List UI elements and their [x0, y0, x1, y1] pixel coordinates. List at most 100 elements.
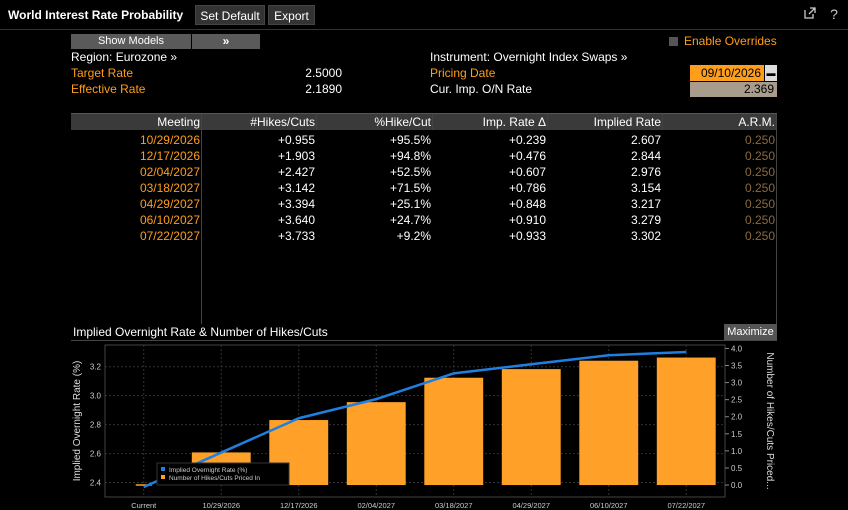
chart-header: Implied Overnight Rate & Number of Hikes…	[71, 324, 777, 340]
y-tick-label: 2.6	[90, 450, 102, 459]
col-header-pct[interactable]: %Hike/Cut	[374, 115, 431, 129]
cell-hikes: +3.394	[277, 197, 315, 211]
cell-arm: 0.250	[744, 229, 775, 243]
export-button[interactable]: Export	[268, 5, 315, 25]
table-header: Meeting #Hikes/Cuts %Hike/Cut Imp. Rate …	[71, 114, 777, 130]
hikes-bar	[656, 357, 716, 486]
cell-delta: +0.786	[508, 181, 546, 195]
cell-hikes: +2.427	[277, 165, 315, 179]
table-row[interactable]: 04/29/2027 +3.394 +25.1% +0.848 3.217 0.250	[71, 196, 777, 212]
cur-on-rate-input[interactable]: 2.369	[690, 82, 777, 97]
target-rate-label: Target Rate	[71, 66, 134, 80]
y2-tick-label: 3.0	[731, 379, 743, 388]
y2-tick-label: 4.0	[731, 344, 743, 353]
cell-meeting: 03/18/2027	[139, 181, 200, 195]
y-tick-label: 2.4	[90, 479, 102, 488]
meetings-table: Meeting #Hikes/Cuts %Hike/Cut Imp. Rate …	[71, 113, 777, 324]
cell-arm: 0.250	[744, 149, 775, 163]
hikes-bar	[346, 402, 406, 486]
hikes-bar	[424, 377, 484, 486]
table-row[interactable]: 07/22/2027 +3.733 +9.2% +0.933 3.302 0.250	[71, 228, 777, 244]
effective-rate-value: 2.1890	[305, 82, 342, 96]
title-bar: World Interest Rate Probability Set Defa…	[0, 0, 848, 30]
x-tick-label: 04/29/2027	[512, 501, 550, 510]
x-tick-label: 02/04/2027	[357, 501, 395, 510]
target-rate-value: 2.5000	[305, 66, 342, 80]
effective-rate-label: Effective Rate	[71, 82, 146, 96]
y-tick-label: 3.2	[90, 363, 102, 372]
instrument-selector[interactable]: Instrument: Overnight Index Swaps »	[430, 50, 628, 64]
cell-hikes: +3.733	[277, 229, 315, 243]
pricing-date-label: Pricing Date	[430, 66, 496, 80]
cell-pct: +95.5%	[389, 133, 431, 147]
cell-pct: +94.8%	[389, 149, 431, 163]
hikes-bar	[579, 360, 639, 486]
cell-arm: 0.250	[744, 181, 775, 195]
table-row[interactable]: 02/04/2027 +2.427 +52.5% +0.607 2.976 0.250	[71, 164, 777, 180]
cell-pct: +9.2%	[396, 229, 431, 243]
cell-hikes: +3.142	[277, 181, 315, 195]
legend-swatch-hikes	[161, 475, 165, 479]
column-divider	[662, 114, 663, 130]
cell-implied: 3.154	[630, 181, 661, 195]
column-divider	[316, 114, 317, 130]
cell-arm: 0.250	[744, 133, 775, 147]
set-default-button[interactable]: Set Default	[195, 5, 265, 25]
col-header-implied[interactable]: Implied Rate	[593, 115, 661, 129]
cell-hikes: +0.955	[277, 133, 315, 147]
cell-hikes: +1.903	[277, 149, 315, 163]
y2-tick-label: 1.5	[731, 430, 743, 439]
y2-tick-label: 0.5	[731, 464, 743, 473]
help-icon[interactable]: ?	[826, 6, 842, 22]
cell-delta: +0.933	[508, 229, 546, 243]
cell-delta: +0.848	[508, 197, 546, 211]
table-row[interactable]: 12/17/2026 +1.903 +94.8% +0.476 2.844 0.250	[71, 148, 777, 164]
enable-overrides-label[interactable]: Enable Overrides	[684, 34, 777, 48]
table-row[interactable]: 03/18/2027 +3.142 +71.5% +0.786 3.154 0.250	[71, 180, 777, 196]
col-header-hikes[interactable]: #Hikes/Cuts	[250, 115, 315, 129]
column-divider	[547, 114, 548, 130]
cell-implied: 2.976	[630, 165, 661, 179]
cell-meeting: 12/17/2026	[139, 149, 200, 163]
y-axis-title: Implied Overnight Rate (%)	[72, 361, 83, 482]
x-tick-label: 03/18/2027	[435, 501, 473, 510]
cell-pct: +52.5%	[389, 165, 431, 179]
cell-meeting: 06/10/2027	[139, 213, 200, 227]
popout-icon[interactable]	[802, 6, 818, 22]
enable-overrides-checkbox[interactable]	[669, 37, 678, 46]
y2-tick-label: 0.0	[731, 481, 743, 490]
x-tick-label: 07/22/2027	[667, 501, 705, 510]
y-tick-label: 3.0	[90, 392, 102, 401]
col-header-meeting[interactable]: Meeting	[157, 115, 200, 129]
y2-tick-label: 1.0	[731, 447, 743, 456]
cell-meeting: 02/04/2027	[139, 165, 200, 179]
col-header-arm[interactable]: A.R.M.	[738, 115, 775, 129]
column-divider	[432, 114, 433, 130]
show-models-button[interactable]: Show Models	[71, 34, 191, 49]
cell-pct: +24.7%	[389, 213, 431, 227]
calendar-icon[interactable]: ▬	[765, 65, 777, 81]
cell-implied: 2.844	[630, 149, 661, 163]
col-header-delta[interactable]: Imp. Rate Δ	[482, 115, 546, 129]
x-tick-label: 06/10/2027	[590, 501, 628, 510]
x-tick-label: Current	[131, 501, 157, 510]
legend-swatch-rate	[161, 467, 165, 471]
x-tick-label: 10/29/2026	[202, 501, 240, 510]
maximize-button[interactable]: Maximize	[724, 324, 777, 340]
y2-tick-label: 3.5	[731, 361, 743, 370]
table-row[interactable]: 10/29/2026 +0.955 +95.5% +0.239 2.607 0.250	[71, 132, 777, 148]
y2-tick-label: 2.5	[731, 396, 743, 405]
help-icon-glyph: ?	[830, 6, 838, 22]
pricing-date-input[interactable]: 09/10/2026	[690, 65, 764, 81]
cell-delta: +0.607	[508, 165, 546, 179]
cell-meeting: 07/22/2027	[139, 229, 200, 243]
cell-delta: +0.910	[508, 213, 546, 227]
table-row[interactable]: 06/10/2027 +3.640 +24.7% +0.910 3.279 0.250	[71, 212, 777, 228]
hikes-bar	[501, 369, 561, 486]
region-selector[interactable]: Region: Eurozone »	[71, 50, 178, 64]
cell-meeting: 10/29/2026	[139, 133, 200, 147]
cell-implied: 3.302	[630, 229, 661, 243]
models-expand-button[interactable]: »	[192, 34, 260, 49]
cur-on-rate-label: Cur. Imp. O/N Rate	[430, 82, 533, 96]
app-title: World Interest Rate Probability	[8, 8, 184, 22]
